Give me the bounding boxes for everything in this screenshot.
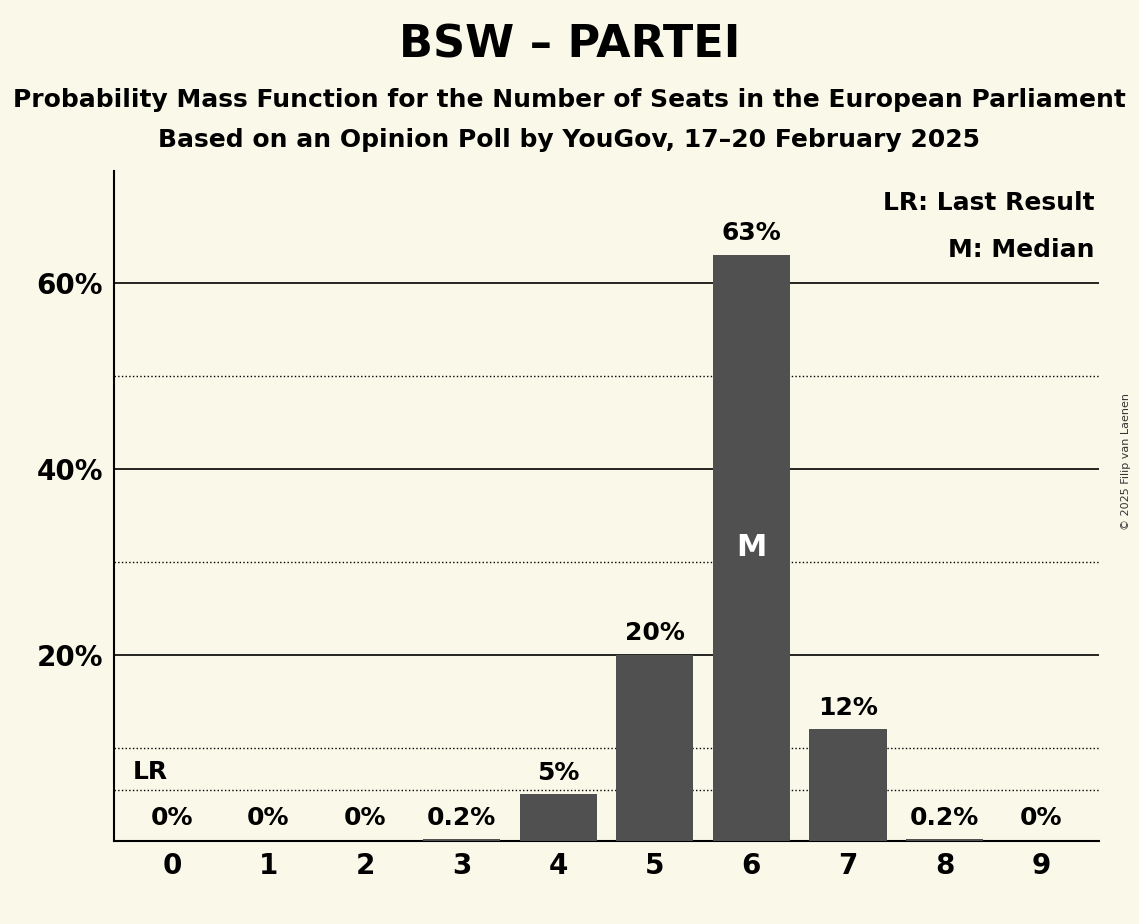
Text: M: Median: M: Median: [948, 238, 1095, 261]
Text: 0.2%: 0.2%: [427, 806, 497, 830]
Bar: [713, 255, 790, 841]
Text: 0%: 0%: [247, 806, 289, 830]
Text: 20%: 20%: [625, 622, 685, 646]
Text: 12%: 12%: [818, 696, 878, 720]
Text: LR: LR: [133, 760, 169, 784]
Text: Probability Mass Function for the Number of Seats in the European Parliament: Probability Mass Function for the Number…: [13, 88, 1126, 112]
Text: © 2025 Filip van Laenen: © 2025 Filip van Laenen: [1121, 394, 1131, 530]
Text: 0%: 0%: [150, 806, 194, 830]
Text: Based on an Opinion Poll by YouGov, 17–20 February 2025: Based on an Opinion Poll by YouGov, 17–2…: [158, 128, 981, 152]
Bar: [616, 655, 694, 841]
Text: BSW – PARTEI: BSW – PARTEI: [399, 23, 740, 67]
Text: LR: Last Result: LR: Last Result: [883, 191, 1095, 215]
Text: 5%: 5%: [536, 761, 580, 785]
Text: 0%: 0%: [344, 806, 386, 830]
Bar: [810, 729, 886, 841]
Text: 0.2%: 0.2%: [910, 806, 980, 830]
Bar: [519, 795, 597, 841]
Bar: [423, 839, 500, 841]
Text: M: M: [736, 533, 767, 563]
Bar: [906, 839, 983, 841]
Text: 63%: 63%: [721, 222, 781, 246]
Text: 0%: 0%: [1019, 806, 1063, 830]
